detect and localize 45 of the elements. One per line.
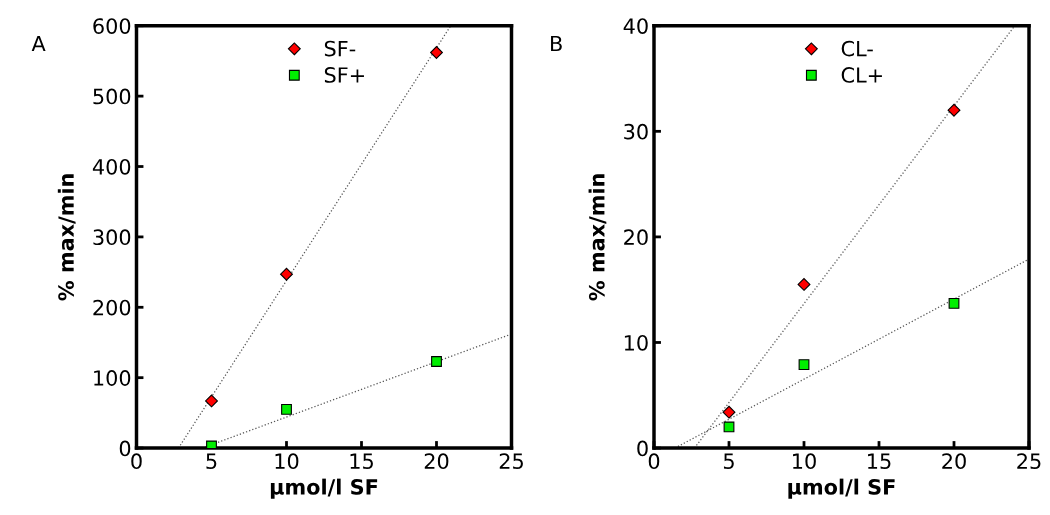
point [431,356,442,367]
legend-label: CL- [841,40,873,57]
text: B [551,35,562,52]
y-axis-title: % max/min [588,174,607,301]
point [205,394,218,408]
point [947,103,961,117]
x-tick-label: 25 [499,453,523,470]
x-axis-title: µmol/l SF [270,478,378,499]
x-tick-label: 10 [793,453,816,470]
point [797,277,811,291]
x-tick-label: 15 [868,453,891,470]
x-tick-label: 5 [723,453,734,470]
point [206,440,217,449]
y-tick-label: 100 [94,370,131,386]
y-tick-label: 500 [93,88,131,105]
y-tick-label: 0 [637,440,648,457]
y-tick-label: 20 [624,229,648,246]
y-axis-title: % max/min [57,174,76,301]
y-tick-label: 0 [119,440,131,457]
y-tick-label: 600 [93,18,131,34]
x-tick-label: 10 [275,453,299,470]
y-tick-label: 30 [624,123,648,140]
legend-label: CL+ [841,67,882,83]
x-tick-label: 0 [648,453,660,470]
point [948,297,960,309]
point [280,267,293,281]
y-tick-label: 200 [93,299,131,316]
x-tick-label: 20 [942,453,966,470]
point [430,46,443,59]
y-tick-label: 10 [624,334,648,351]
x-tick-label: 0 [131,453,142,470]
point [722,405,736,419]
point [281,403,292,415]
legend-label: SF- [324,40,356,57]
y-tick-label: 400 [92,158,131,175]
x-tick-label: 5 [206,453,217,470]
x-axis-title: µmol/l SF [788,478,895,499]
x-tick-label: 15 [350,453,373,470]
legend-label: SF+ [324,67,364,83]
text: A [31,35,46,52]
y-tick-label: 300 [93,229,131,246]
y-tick-label: 40 [623,18,648,34]
x-tick-label: 20 [424,453,449,470]
point [798,359,810,371]
x-tick-label: 25 [1017,453,1041,470]
